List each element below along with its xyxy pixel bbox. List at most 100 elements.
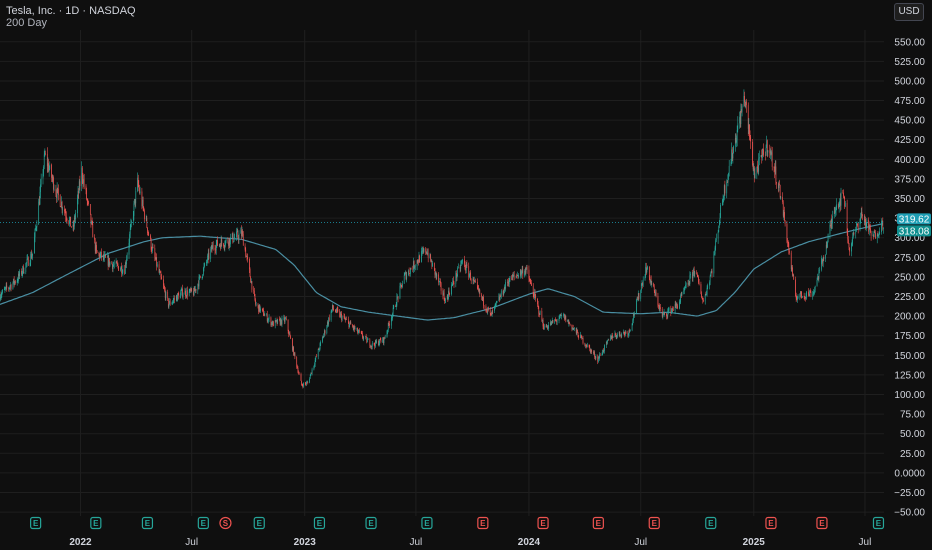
candle-body: [870, 232, 872, 236]
candle-body: [212, 244, 213, 250]
y-tick-label: −50.00: [894, 508, 925, 519]
candle-body: [417, 260, 419, 263]
candle-body: [296, 366, 298, 369]
candle-body: [767, 150, 769, 153]
earnings-event-icon[interactable]: E: [648, 516, 660, 530]
candle-body: [382, 337, 384, 343]
event-marker-shape: [648, 516, 660, 530]
earnings-event-icon[interactable]: E: [421, 516, 433, 530]
candle-body: [741, 109, 742, 112]
candle-body: [332, 305, 334, 309]
y-tick-label: 150.00: [894, 351, 925, 362]
candle-body: [331, 305, 333, 310]
candle-body: [713, 254, 715, 274]
split-event-icon[interactable]: S: [219, 516, 232, 530]
candle-body: [629, 330, 631, 331]
candle-body: [259, 304, 261, 312]
earnings-event-icon[interactable]: E: [705, 516, 717, 530]
candle-body: [754, 168, 755, 179]
y-tick-label: 275.00: [894, 253, 925, 264]
candle-body: [685, 284, 686, 289]
candle-body: [457, 267, 459, 275]
candle-body: [801, 294, 803, 298]
candle-body: [830, 219, 832, 226]
candle-body: [281, 317, 283, 325]
candle-body: [640, 285, 642, 291]
candle-body: [116, 263, 118, 265]
earnings-event-icon[interactable]: E: [141, 516, 154, 530]
candle-body: [94, 239, 96, 251]
candle-body: [77, 191, 79, 199]
earnings-event-icon[interactable]: E: [313, 516, 326, 530]
earnings-event-icon[interactable]: E: [592, 516, 604, 530]
candle-body: [554, 319, 556, 321]
candle-body: [5, 285, 7, 288]
earnings-event-icon[interactable]: E: [90, 516, 102, 530]
candle-body: [736, 140, 737, 143]
earnings-event-icon[interactable]: E: [253, 516, 265, 530]
candle-body: [865, 223, 867, 229]
candle-body: [220, 244, 221, 249]
currency-button[interactable]: USD: [894, 3, 924, 21]
candle-body: [710, 273, 712, 277]
candle-body: [513, 274, 515, 277]
candle-body: [440, 283, 442, 291]
candle-body: [137, 177, 139, 185]
candle-body: [715, 238, 717, 241]
candle-body: [391, 317, 393, 319]
candle-body: [649, 276, 651, 283]
candle-body: [315, 356, 317, 361]
candle-body: [374, 340, 376, 347]
earnings-event-icon[interactable]: E: [477, 516, 489, 530]
candle-body: [396, 296, 398, 306]
earnings-event-icon[interactable]: E: [197, 516, 209, 530]
candle-body: [765, 147, 767, 156]
candle-body: [357, 328, 358, 333]
event-marker-shape: [197, 516, 209, 530]
candle-body: [668, 310, 669, 312]
candle-body: [379, 339, 381, 341]
candle-body: [612, 336, 614, 338]
candle-body: [78, 181, 80, 193]
candle-body: [344, 318, 346, 320]
candle-body: [542, 320, 544, 327]
event-marker-text: E: [819, 519, 825, 528]
candle-body: [722, 198, 724, 200]
candle-body: [270, 317, 272, 326]
candle-body: [793, 275, 795, 280]
candle-body: [487, 307, 489, 312]
time-axis[interactable]: 2022 Jul 2023 Jul 2024 Jul 2025 Jul: [69, 537, 871, 548]
earnings-event-icon[interactable]: E: [765, 516, 777, 530]
candle-body: [834, 211, 836, 213]
candle-body: [174, 298, 175, 300]
candle-body: [753, 168, 755, 170]
candle-body: [567, 319, 568, 322]
candle-body: [754, 173, 756, 179]
candle-body: [253, 289, 255, 291]
candle-body: [770, 150, 772, 155]
candle-body: [261, 308, 263, 310]
candle-body: [711, 270, 713, 274]
candle-body: [397, 296, 399, 299]
candle-body: [8, 288, 10, 289]
candle-body: [562, 314, 564, 316]
candle-body: [435, 272, 437, 277]
candle-body: [253, 290, 255, 295]
candle-body: [230, 237, 231, 245]
earnings-event-icon[interactable]: E: [816, 516, 828, 530]
earnings-event-icon[interactable]: E: [537, 516, 549, 530]
candle-body: [35, 227, 37, 229]
candle-body: [212, 244, 214, 248]
candle-body: [206, 261, 208, 263]
candle-body: [555, 320, 557, 321]
candle-body: [516, 275, 517, 277]
candle-body: [380, 340, 382, 343]
earnings-event-icon[interactable]: E: [365, 516, 377, 530]
candle-body: [237, 231, 239, 238]
earnings-event-icon[interactable]: E: [872, 516, 885, 530]
earnings-event-icon[interactable]: E: [30, 516, 42, 530]
candle-body: [18, 273, 19, 281]
candle-body: [122, 269, 124, 273]
